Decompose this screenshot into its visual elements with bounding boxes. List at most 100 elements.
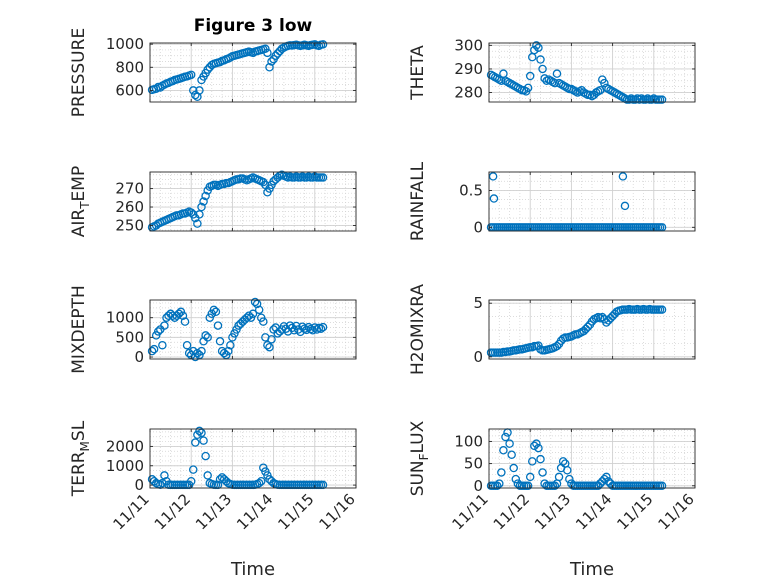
x-tick-label: 11/12 [151, 490, 194, 533]
data-point [250, 297, 260, 307]
data-point [215, 337, 225, 346]
data-point [195, 86, 204, 95]
series-markers [486, 304, 667, 357]
data-point [497, 468, 506, 477]
data-point [254, 305, 264, 315]
data-point [289, 326, 299, 335]
data-point [256, 476, 266, 486]
data-point [219, 348, 229, 358]
data-point [178, 311, 188, 320]
data-point [538, 468, 547, 477]
axes-frame [488, 42, 696, 103]
y-tick-label: 800 [115, 58, 144, 76]
data-point [195, 210, 204, 219]
y-axis-label: SUNFLUX [408, 420, 431, 496]
data-point [263, 340, 272, 350]
y-tick-label: 600 [115, 81, 144, 99]
data-point [209, 305, 219, 315]
data-point [203, 471, 212, 480]
data-point [242, 313, 252, 322]
x-tick-label: 11/13 [192, 490, 235, 533]
data-point [186, 476, 196, 486]
series-markers [147, 297, 328, 362]
subplot-1: 280 290 300 THETA [408, 36, 696, 104]
y-axis-label: THETA [408, 45, 428, 101]
data-point [530, 441, 539, 451]
data-point [147, 346, 157, 356]
data-point [287, 323, 297, 333]
data-point [182, 340, 192, 350]
data-point [657, 305, 667, 314]
axes-frame [149, 171, 357, 232]
data-point [203, 333, 212, 342]
data-point [505, 439, 514, 448]
data-point [197, 346, 206, 356]
data-point [532, 439, 541, 448]
data-point [558, 457, 568, 466]
axes-frame [488, 171, 696, 232]
axes-frame [488, 299, 696, 360]
data-point [501, 432, 510, 442]
data-point [158, 340, 167, 350]
data-point [213, 480, 223, 490]
x-axis-label: Time [230, 559, 275, 580]
data-point [197, 202, 206, 212]
y-tick-label: 280 [454, 84, 483, 102]
subplot-5: 0 5 H2OMIXRA [408, 284, 696, 375]
data-point [201, 451, 210, 461]
plot-area [489, 172, 695, 231]
data-point [244, 311, 254, 320]
data-point [620, 201, 630, 211]
x-tick-label: 11/14 [572, 490, 615, 533]
data-point [499, 446, 508, 455]
data-point [285, 321, 295, 330]
data-point [261, 44, 270, 54]
data-point [279, 322, 289, 331]
data-point [184, 348, 194, 358]
data-point [310, 323, 320, 332]
data-point [180, 317, 190, 326]
data-point [530, 45, 539, 55]
data-point [259, 317, 268, 326]
data-point [507, 450, 516, 459]
axes-frame [488, 428, 696, 489]
data-point [186, 70, 196, 80]
data-point [193, 219, 202, 228]
data-point [193, 348, 202, 358]
data-point [189, 465, 198, 474]
x-axis-label: Time [569, 559, 614, 580]
y-tick-label: 0 [473, 477, 483, 495]
y-tick-label: 2000 [106, 437, 144, 455]
data-point [149, 344, 159, 354]
data-point [199, 197, 208, 206]
data-point [657, 481, 667, 491]
series-markers [147, 426, 328, 490]
axes-frame [149, 299, 357, 360]
data-point [224, 346, 233, 356]
y-tick-label: 250 [115, 216, 144, 234]
data-point [563, 466, 572, 475]
data-point [248, 309, 258, 319]
data-point [263, 48, 272, 58]
y-axis-label: AIRTEMP [69, 166, 92, 237]
data-point [532, 41, 541, 50]
data-point [528, 457, 537, 466]
axes-frame [149, 428, 357, 489]
data-point [153, 327, 163, 336]
axes-frame [149, 42, 357, 103]
y-tick-label: 0 [134, 348, 144, 366]
chart-title: Figure 3 low [194, 16, 313, 36]
x-tick-label: 11/15 [274, 490, 317, 533]
data-point [657, 95, 667, 104]
data-point [267, 335, 276, 344]
data-point [201, 191, 210, 201]
subplot-0: 600 800 1000 PRESSURE Figure 3 low [69, 16, 357, 117]
series-markers [147, 170, 328, 232]
x-tick-label: 11/13 [531, 490, 574, 533]
data-point [600, 78, 609, 88]
data-point [550, 78, 560, 88]
data-point [495, 479, 504, 488]
x-tick-label: 11/11 [449, 490, 492, 533]
